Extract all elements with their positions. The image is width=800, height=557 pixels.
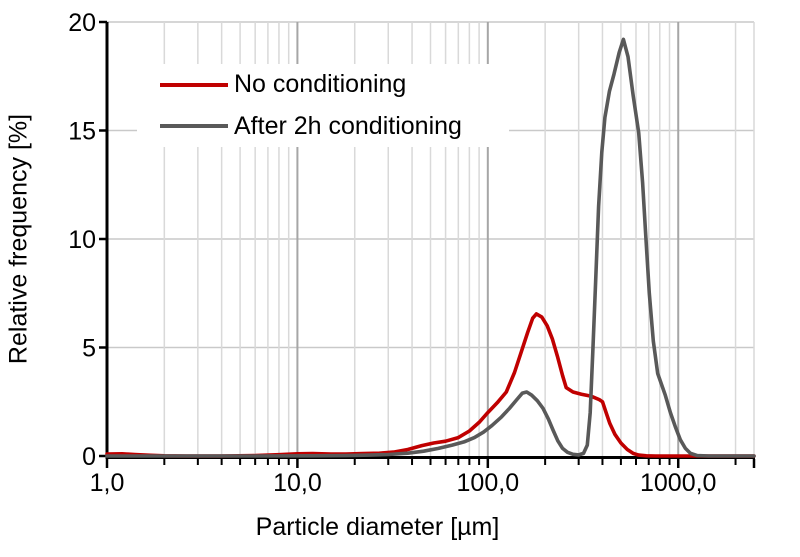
y-tick-label: 15 <box>68 118 96 146</box>
x-tick-label: 100,0 <box>457 469 520 497</box>
legend-label-no-conditioning: No conditioning <box>234 70 407 99</box>
x-tick-label: 1,0 <box>90 469 125 497</box>
series-line-1 <box>105 37 756 458</box>
legend-item-after-2h-conditioning: After 2h conditioning <box>137 106 509 147</box>
x-tick-label: 1000,0 <box>640 469 716 497</box>
legend-line-swatch-red <box>160 82 228 87</box>
y-tick-label: 0 <box>82 443 96 471</box>
x-tick-label: 10,0 <box>273 469 322 497</box>
y-tick-label: 10 <box>68 226 96 254</box>
x-axis-title: Particle diameter [µm] <box>255 513 500 541</box>
y-tick-label: 20 <box>68 9 96 37</box>
legend-line-swatch-gray <box>160 124 228 129</box>
legend-item-no-conditioning: No conditioning <box>137 64 509 105</box>
y-axis-title: Relative frequency [%] <box>4 113 33 365</box>
legend: No conditioning After 2h conditioning <box>137 64 509 147</box>
y-tick-label: 5 <box>82 335 96 363</box>
legend-label-after-2h-conditioning: After 2h conditioning <box>234 111 462 140</box>
